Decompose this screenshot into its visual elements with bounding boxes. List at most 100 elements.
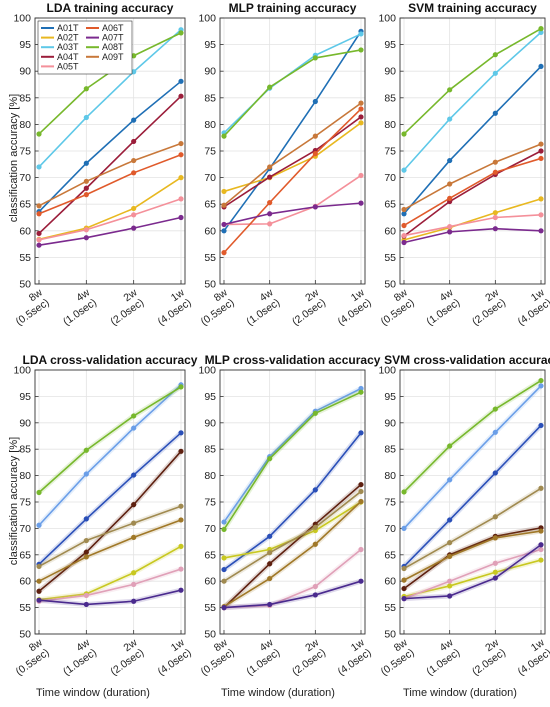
data-point-A07T [492,226,498,232]
data-point-A05T [358,172,364,179]
data-point-A09T [131,157,137,164]
series-line-A04T [38,95,182,235]
data-point-A01T [221,566,227,573]
x-tick-label: 2w(2.0sec) [463,286,508,328]
data-point-A06T [358,106,364,112]
data-point-A06T [401,577,407,583]
data-point-A04T [36,230,42,237]
x-tick-label: 2w(2.0sec) [463,636,508,678]
data-point-A03T [36,164,42,170]
x-tick-label: 1w(4.0sec) [509,286,550,328]
data-point-A03T [492,429,498,435]
data-point-A09T [358,488,364,495]
y-tick-label: 75 [384,146,396,158]
data-point-A08T [221,526,227,533]
data-point-A07T [131,225,137,231]
data-point-A07T [358,200,364,206]
data-point-A05T [358,546,364,553]
data-point-A06T [492,169,498,175]
data-point-A06T [36,211,42,217]
series-line-A01T [38,80,182,213]
y-tick-label: 75 [384,497,396,509]
y-tick-label: 70 [19,172,31,184]
series-line-A03T [38,29,182,168]
y-tick-label: 100 [198,13,216,25]
y-tick-label: 75 [204,146,216,158]
data-point-A09T [131,520,137,526]
data-point-A06T [267,200,273,206]
data-point-A07T [267,211,273,217]
chart-title: MLP cross-validation accuracy [205,353,381,367]
ylabel-bottom: classification accuracy [%] [8,437,20,565]
data-point-A02T [447,583,453,589]
xlabel-left: Time window (duration) [36,687,150,699]
chart-title: LDA cross-validation accuracy [23,353,198,367]
data-point-A01T [447,517,453,523]
data-point-A02T [178,543,184,549]
x-tick-label: 2w(2.0sec) [283,286,328,328]
data-point-A09T [538,141,544,147]
x-tick-label: 1w(4.0sec) [329,636,374,678]
xlabel-right: Time window (duration) [403,687,517,699]
series-line-A07T [403,544,542,600]
data-point-A04T [538,148,544,154]
series-line-A09T [403,143,542,211]
series-line-A02T [403,559,542,598]
data-point-A08T [267,456,273,462]
x-tick-label: 4w(1.0sec) [237,636,282,678]
y-tick-label: 65 [384,549,396,561]
y-tick-label: 65 [204,549,216,561]
x-tick-label: 1w(4.0sec) [509,636,550,678]
data-point-A03T [221,519,227,525]
plot-frame [219,369,366,635]
data-point-A08T [538,26,544,32]
series-line-A02T [38,545,182,601]
y-tick-label: 75 [19,146,31,158]
data-point-A04T [131,502,137,508]
legend-label: A03T [57,42,79,52]
series-line-A03T [403,31,542,171]
x-tick-label: 1w(4.0sec) [329,286,374,328]
y-tick-label: 60 [384,576,396,588]
series-line-A07T [38,589,182,606]
data-point-A08T [178,384,184,390]
data-point-A06T [312,541,318,547]
data-point-A01T [267,533,273,539]
data-point-A05T [401,232,407,239]
y-tick-label: 65 [384,199,396,211]
series-line-A06T [223,108,362,254]
series-line-A02T [403,198,542,241]
data-point-A05T [131,581,137,587]
legend-label: A02T [57,33,79,43]
y-tick-label: 85 [19,444,31,456]
data-point-A02T [492,569,498,575]
y-tick-label: 85 [384,92,396,104]
series-line-A05T [38,568,182,603]
y-tick-label: 65 [19,549,31,561]
x-tick-label: 2w(2.0sec) [283,636,328,678]
data-point-A02T [178,175,184,181]
data-point-A07T [538,228,544,234]
data-point-A09T [492,514,498,520]
data-point-A07T [447,593,453,599]
series-line-A01T [403,65,542,215]
data-point-A08T [492,406,498,412]
y-tick-label: 80 [204,470,216,482]
y-tick-label: 70 [204,523,216,535]
data-point-A06T [36,578,42,584]
series-line-A04T [38,450,182,592]
data-point-A09T [267,550,273,556]
data-point-A01T [312,487,318,493]
series-line-A06T [403,530,542,581]
data-point-A09T [492,159,498,165]
data-point-A06T [492,535,498,541]
series-line-A09T [403,487,542,570]
data-point-A03T [131,425,137,431]
y-tick-label: 70 [19,523,31,535]
data-point-A03T [401,525,407,532]
legend-label: A05T [57,61,79,71]
series-line-A07T [403,227,542,244]
data-point-A06T [267,575,273,582]
data-point-A09T [221,202,227,208]
